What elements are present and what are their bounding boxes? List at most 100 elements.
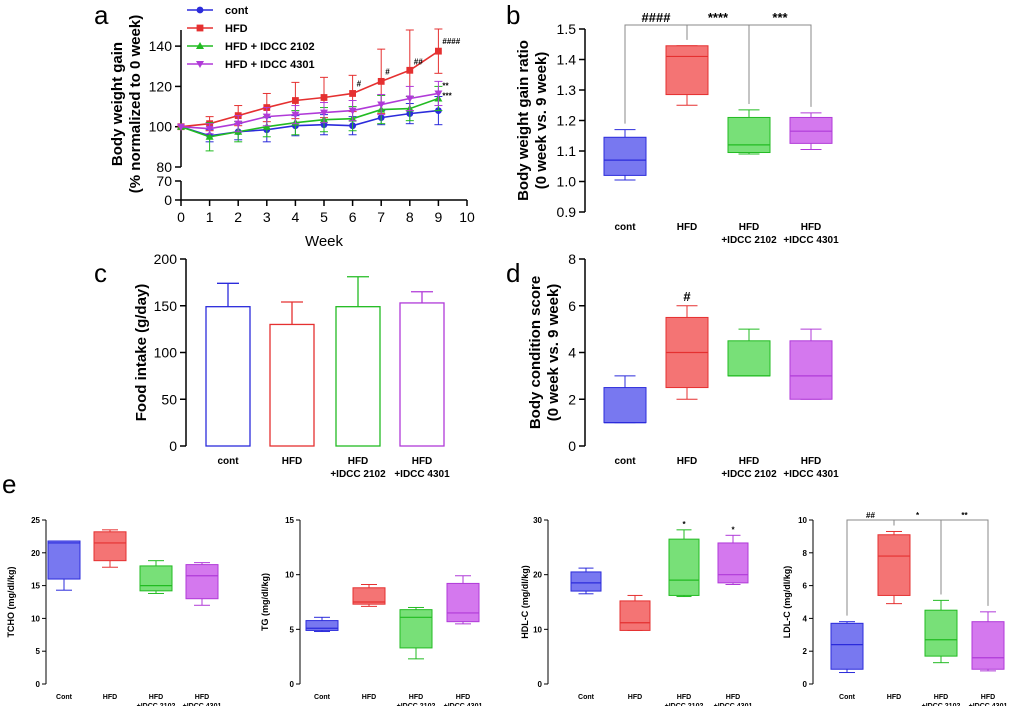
y-tick-label: 150 (154, 298, 178, 314)
x-tick-label: 6 (349, 209, 357, 225)
data-point (434, 90, 443, 98)
category-label: HFD (362, 694, 376, 701)
chart-e-tcho: 0 5 10 15 20 25 Cont HFD HFD +IDCC 2102 HFD +IDCC 4… (6, 516, 221, 706)
box-idcc4301 (446, 575, 480, 625)
category-label: cont (614, 222, 636, 233)
significance-mark: * (682, 520, 686, 529)
box-iqr (789, 340, 833, 400)
bar-cont (205, 282, 251, 447)
category-label: HFD (934, 694, 948, 701)
y-tick-label: 140 (149, 38, 173, 54)
data-point (262, 113, 271, 121)
box-iqr (727, 340, 771, 377)
data-point (377, 101, 386, 109)
category-label-line2: +IDCC 2102 (721, 469, 777, 480)
y-tick-label: 15 (285, 516, 294, 525)
bracket-line (748, 24, 812, 107)
x-tick-label: 10 (459, 209, 475, 225)
category-label: HFD (282, 456, 303, 467)
category-label: HFD (195, 694, 209, 701)
data-point (291, 111, 300, 119)
x-tick-label: 0 (177, 209, 185, 225)
bracket-label: ** (961, 511, 968, 520)
y-tick-label: 0 (169, 438, 177, 454)
chart-e-ldl-c: 0 2 4 6 8 10 Cont HFD HFD +IDCC 2102 HFD +IDCC 4301… (782, 511, 1007, 706)
y-axis-title: Body weight gain (109, 42, 126, 166)
y-tick-label: 120 (149, 78, 173, 94)
box-iqr (877, 534, 911, 596)
significance-mark: *** (442, 92, 452, 101)
y-tick-label: 1.3 (557, 82, 577, 98)
box-cont (830, 621, 864, 674)
box-idcc4301 (185, 562, 219, 606)
box-hfd (665, 45, 709, 106)
category-label: HFD (677, 456, 698, 467)
category-label-line2: +IDCC 2102 (922, 703, 961, 706)
category-label-line2: +IDCC 4301 (183, 703, 222, 706)
x-tick-label: 3 (263, 209, 271, 225)
y-tick-label: 2 (803, 647, 808, 656)
significance-mark: ## (414, 57, 423, 66)
y-axis-title-sub: (0 week vs. 9 week) (533, 52, 550, 190)
y-tick-label: 0 (803, 680, 808, 689)
category-label: HFD (887, 694, 901, 701)
box-hfd (352, 584, 386, 607)
y-tick-label: 5 (290, 625, 295, 634)
box-iqr (139, 565, 173, 592)
box-iqr (603, 387, 647, 424)
box-iqr (665, 45, 709, 96)
category-label: HFD (628, 694, 642, 701)
box-iqr (399, 609, 433, 649)
data-point (377, 77, 385, 85)
legend-label: cont (225, 5, 249, 17)
y-tick-label: 100 (149, 119, 173, 135)
chart-a-body-weight-gain: 80 100 120 140 0 70 0 1 2 3 4 5 6 7 8 9 10 Week Body weigh… (109, 5, 475, 250)
y-tick-label: 0 (538, 680, 543, 689)
data-point (205, 132, 214, 140)
chart-d-body-condition-score: 0 2 4 6 8 cont HFD HFD +IDCC 2102 HFD +IDCC 4301 Bo… (527, 251, 839, 480)
chart-e-hdl-c: 0 10 20 30 Cont HFD HFD +IDCC 2102 HFD +IDCC 4301… (520, 516, 752, 706)
box-iqr (971, 621, 1005, 670)
category-label-line2: +IDCC 2102 (721, 235, 777, 246)
box-idcc2102 (727, 328, 771, 377)
x-axis-title: Week (305, 233, 344, 250)
y-tick-label: 0 (36, 680, 41, 689)
box-idcc2102 (668, 529, 700, 598)
y-axis-title: Food intake (g/day) (133, 284, 150, 422)
category-label-line2: +IDCC 4301 (714, 703, 753, 706)
box-idcc2102 (727, 109, 771, 155)
y-tick-label: 4 (568, 345, 576, 361)
y-tick-label: 10 (285, 571, 294, 580)
bracket-label: * (916, 511, 920, 520)
bracket-label: #### (642, 10, 672, 25)
x-tick-label: 1 (206, 209, 214, 225)
box-idcc4301 (717, 534, 749, 586)
category-label: cont (217, 456, 239, 467)
box-iqr (924, 609, 958, 657)
bar (205, 306, 251, 447)
category-label: HFD (412, 456, 433, 467)
data-point (435, 47, 442, 55)
category-label-line2: +IDCC 4301 (783, 235, 839, 246)
series-idcc2102 (177, 85, 443, 152)
bracket-label: ## (866, 511, 875, 520)
y-tick-label: 10 (31, 614, 40, 623)
box-iqr (93, 531, 127, 562)
legend-marker (196, 42, 204, 49)
x-tick-label: 8 (406, 209, 414, 225)
y-axis-title: TCHO (mg/dl/kg) (6, 567, 16, 638)
y-tick-label: 1.0 (557, 174, 577, 190)
y-tick-label: 10 (533, 625, 542, 634)
category-label-line2: +IDCC 2102 (665, 703, 704, 706)
category-label: HFD (981, 694, 995, 701)
category-label-line2: +IDCC 2102 (397, 703, 436, 706)
box-hfd (619, 594, 651, 631)
category-label-line2: +IDCC 4301 (969, 703, 1008, 706)
x-tick-label: 7 (377, 209, 385, 225)
bar-idcc4301 (399, 291, 445, 447)
box-iqr (619, 600, 651, 631)
category-label-line2: +IDCC 2102 (137, 703, 176, 706)
bracket-label: **** (708, 10, 729, 25)
box-iqr (185, 564, 219, 600)
data-point (292, 97, 299, 104)
